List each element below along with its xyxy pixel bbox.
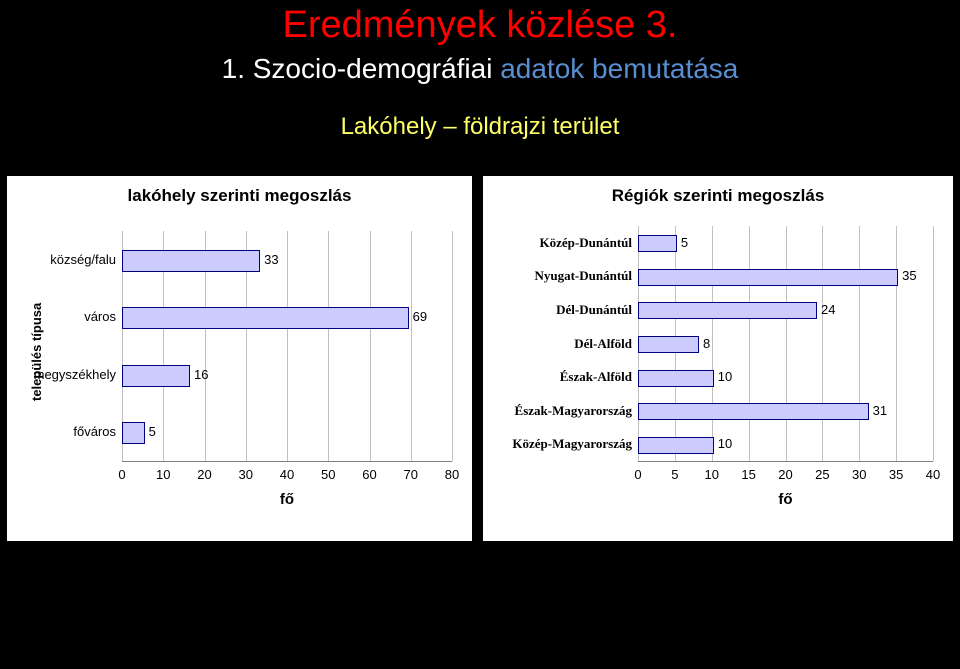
gridline (370, 231, 371, 461)
category-label: Észak-Magyarország (484, 403, 632, 419)
bar (638, 302, 817, 319)
x-tick: 60 (362, 467, 376, 482)
value-label: 31 (873, 403, 887, 418)
x-tick: 20 (778, 467, 792, 482)
left-x-axis-title: fő (280, 491, 294, 508)
gridline (411, 231, 412, 461)
gridline (749, 226, 750, 461)
category-label: Közép-Magyarország (484, 436, 632, 452)
x-tick: 40 (280, 467, 294, 482)
x-tick: 30 (239, 467, 253, 482)
value-label: 10 (718, 369, 732, 384)
x-tick: 5 (671, 467, 678, 482)
gridline (933, 226, 934, 461)
value-label: 35 (902, 268, 916, 283)
category-label: Közép-Dunántúl (484, 235, 632, 251)
x-tick: 15 (741, 467, 755, 482)
x-tick: 40 (926, 467, 940, 482)
bar (122, 307, 409, 329)
bar (638, 235, 677, 252)
gridline (328, 231, 329, 461)
bar (638, 370, 714, 387)
bar (122, 250, 260, 272)
bar (638, 336, 699, 353)
section-label: Lakóhely – földrajzi terület (0, 113, 960, 141)
x-axis-line (638, 461, 933, 462)
category-label: Észak-Alföld (484, 369, 632, 385)
value-label: 33 (264, 252, 278, 267)
bar (638, 437, 714, 454)
right-chart-title: Régiók szerinti megoszlás (483, 176, 953, 206)
left-chart: lakóhely szerinti megoszlás település tí… (6, 175, 473, 542)
gridline (896, 226, 897, 461)
x-tick: 10 (705, 467, 719, 482)
x-tick: 0 (118, 467, 125, 482)
value-label: 69 (413, 309, 427, 324)
x-tick: 70 (404, 467, 418, 482)
slide-title: Eredmények közlése 3. (0, 0, 960, 47)
x-tick: 20 (197, 467, 211, 482)
value-label: 5 (681, 235, 688, 250)
x-tick: 30 (852, 467, 866, 482)
bar (122, 365, 190, 387)
value-label: 16 (194, 367, 208, 382)
x-tick: 25 (815, 467, 829, 482)
bar (638, 403, 869, 420)
gridline (452, 231, 453, 461)
subtitle-part-a: 1. Szocio-demográfiai (222, 53, 501, 84)
subtitle-part-b: adatok bemutatása (500, 53, 738, 84)
right-chart: Régiók szerinti megoszlás 0 5 10 15 20 25 30 35… (482, 175, 954, 542)
category-label: Dél-Alföld (484, 336, 632, 352)
value-label: 10 (718, 436, 732, 451)
x-axis-line (122, 461, 452, 462)
value-label: 24 (821, 302, 835, 317)
category-label: város (11, 309, 116, 324)
bar (638, 269, 898, 286)
x-tick: 80 (445, 467, 459, 482)
value-label: 8 (703, 336, 710, 351)
category-label: főváros (11, 424, 116, 439)
value-label: 5 (149, 424, 156, 439)
left-chart-title: lakóhely szerinti megoszlás (7, 176, 472, 206)
gridline (786, 226, 787, 461)
category-label: község/falu (11, 252, 116, 267)
x-tick: 50 (321, 467, 335, 482)
gridline (859, 226, 860, 461)
bar (122, 422, 145, 444)
x-tick: 0 (634, 467, 641, 482)
x-tick: 35 (889, 467, 903, 482)
category-label: Nyugat-Dunántúl (484, 268, 632, 284)
gridline (822, 226, 823, 461)
category-label: Dél-Dunántúl (484, 302, 632, 318)
gridline (287, 231, 288, 461)
slide-subtitle: 1. Szocio-demográfiai adatok bemutatása (0, 53, 960, 85)
right-x-axis-title: fő (778, 491, 792, 508)
slide: Eredmények közlése 3. 1. Szocio-demográf… (0, 0, 960, 669)
gridline (712, 226, 713, 461)
x-tick: 10 (156, 467, 170, 482)
charts-row: lakóhely szerinti megoszlás település tí… (0, 175, 960, 542)
category-label: megyszékhely (11, 367, 116, 382)
